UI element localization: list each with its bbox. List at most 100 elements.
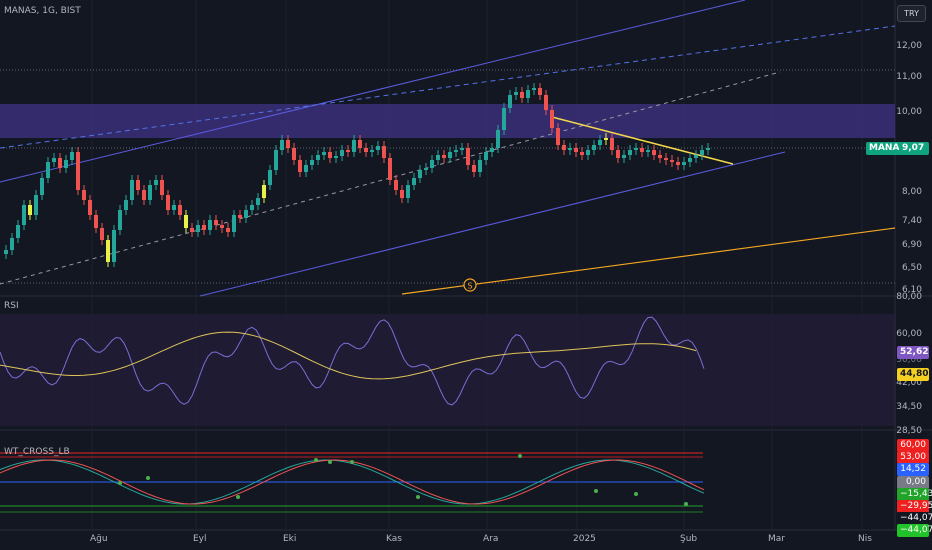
candle-body <box>268 170 272 185</box>
candle-body <box>598 140 602 145</box>
candle-body <box>580 152 584 155</box>
wt-cross-title: WT_CROSS_LB <box>4 447 70 457</box>
x-axis-label: 2025 <box>573 534 596 544</box>
price-badge: 9,07 <box>899 142 929 155</box>
x-axis-label: Mar <box>768 534 785 544</box>
channel-mid-dashed-line <box>0 25 896 149</box>
resistance-zone <box>0 104 895 138</box>
candle-body <box>664 158 668 160</box>
candle-body <box>448 152 452 158</box>
rsi-line <box>0 316 705 406</box>
candle-body <box>94 215 98 228</box>
candle-body <box>214 220 218 225</box>
rsi-tick: 80,00 <box>896 292 922 302</box>
candle-body <box>130 180 134 200</box>
candle-body <box>382 146 386 158</box>
candle-body <box>550 110 554 128</box>
candle-body <box>106 240 110 262</box>
price-tick: 6,90 <box>901 240 922 250</box>
candle-body <box>562 145 566 150</box>
candle-body <box>526 90 530 98</box>
candle-body <box>604 138 608 140</box>
candle-body <box>634 148 638 150</box>
candle-body <box>508 95 512 108</box>
candle-body <box>304 165 308 172</box>
candle-body <box>292 148 296 160</box>
candle-body <box>388 158 392 180</box>
wt-value-badge: −44,07 <box>897 512 932 525</box>
candle-body <box>124 200 128 210</box>
candle-body <box>406 185 410 198</box>
x-axis-label: Eyl <box>193 534 207 544</box>
price-tick: 12,00 <box>896 41 922 51</box>
candle-body <box>172 205 176 210</box>
candle-body <box>16 225 20 238</box>
candle-body <box>424 168 428 170</box>
currency-button[interactable]: TRY <box>897 5 926 22</box>
candle-body <box>184 215 188 228</box>
candle-body <box>454 150 458 152</box>
x-axis-label: Ağu <box>90 534 108 544</box>
x-axis-label: Ara <box>483 534 499 544</box>
candle-body <box>586 150 590 155</box>
candle-body <box>622 155 626 158</box>
candle-body <box>238 215 242 218</box>
dividend-marker-label: S <box>467 282 472 291</box>
candle-body <box>226 228 230 232</box>
dividend-marker-icon <box>463 278 477 292</box>
wt-cross-dot <box>594 489 598 493</box>
candle-body <box>640 148 644 152</box>
wt-value-badge: 0,00 <box>897 476 929 489</box>
candle-body <box>496 130 500 148</box>
price-tick: 11,00 <box>896 72 922 82</box>
candle-body <box>700 150 704 155</box>
candle-body <box>544 95 548 110</box>
candle-body <box>676 162 680 165</box>
candle-body <box>82 190 86 200</box>
wt-cross-dot <box>146 476 150 480</box>
candle-body <box>52 158 56 162</box>
candle-body <box>592 145 596 150</box>
yellow-trendline <box>551 116 734 165</box>
candle-body <box>436 155 440 160</box>
candle-body <box>118 210 122 230</box>
candle-body <box>400 190 404 198</box>
wt-cross-dot <box>350 460 354 464</box>
candle-body <box>670 160 674 162</box>
price-tick: 6,50 <box>901 263 922 273</box>
candle-body <box>112 230 116 262</box>
x-axis-label: Eki <box>283 534 297 544</box>
candle-body <box>556 128 560 145</box>
channel-upper-line <box>0 0 746 183</box>
candle-body <box>196 225 200 232</box>
candle-body <box>478 160 482 172</box>
candle-body <box>70 152 74 160</box>
candle-body <box>88 200 92 215</box>
candle-body <box>280 140 284 150</box>
rsi-tick: 50,00 <box>896 355 922 365</box>
candle-body <box>274 150 278 170</box>
candle-body <box>682 162 686 165</box>
wt-cross-dot <box>236 495 240 499</box>
rsi-tick: 42,00 <box>896 378 922 388</box>
candle-body <box>100 228 104 240</box>
candle-body <box>472 165 476 172</box>
wt-value-badge: −29,95 <box>897 500 932 513</box>
rsi-tick: 28,50 <box>896 426 922 436</box>
candle-body <box>22 205 26 225</box>
candle-body <box>298 160 302 172</box>
candle-body <box>484 152 488 160</box>
candle-body <box>208 220 212 230</box>
rsi-ma-line <box>0 331 697 380</box>
wt-cross-dot <box>314 458 318 462</box>
candle-body <box>28 205 32 215</box>
candle-body <box>166 195 170 210</box>
wt-value-badge: −44,07 <box>897 524 932 537</box>
candle-body <box>352 140 356 152</box>
wt-value-badge: 14,52 <box>897 463 929 476</box>
candle-body <box>58 158 62 168</box>
candle-body <box>178 205 182 215</box>
candle-body <box>148 185 152 200</box>
candle-body <box>46 162 50 178</box>
